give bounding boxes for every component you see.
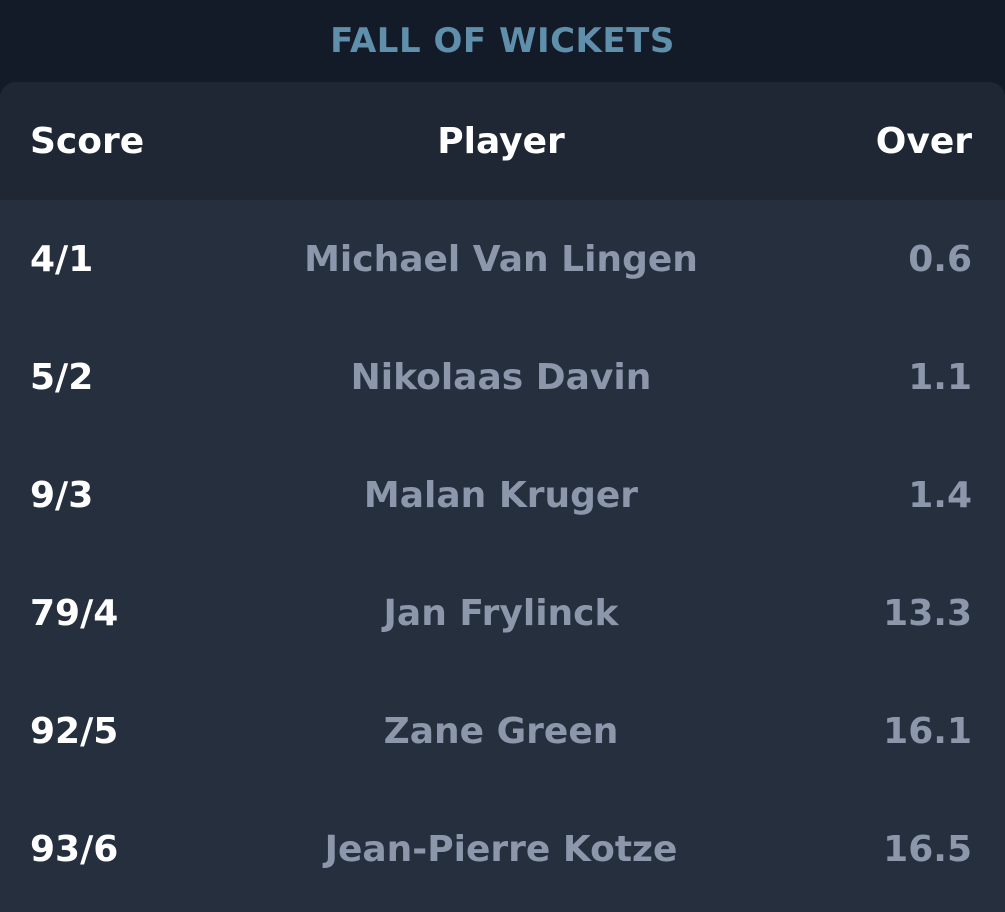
score-column-header: Score: [30, 120, 145, 162]
score-cell: 79/4: [30, 592, 119, 634]
player-cell: Jan Frylinck: [383, 592, 619, 634]
player-cell: Zane Green: [383, 710, 619, 752]
table-row: 4/1 Michael Van Lingen 0.6: [0, 200, 1005, 318]
over-cell: 13.3: [883, 592, 972, 634]
score-cell: 5/2: [30, 356, 94, 398]
player-cell: Michael Van Lingen: [304, 238, 698, 280]
player-cell: Jean-Pierre Kotze: [324, 828, 678, 870]
player-cell: Malan Kruger: [363, 474, 639, 516]
over-cell: 16.1: [883, 710, 972, 752]
over-cell: 0.6: [908, 238, 972, 280]
score-cell: 92/5: [30, 710, 119, 752]
over-cell: 16.5: [883, 828, 972, 870]
section-title: FALL OF WICKETS: [330, 21, 675, 61]
score-cell: 4/1: [30, 238, 94, 280]
player-cell: Nikolaas Davin: [350, 356, 652, 398]
over-column-header: Over: [875, 120, 972, 162]
table-row: 79/4 Jan Frylinck 13.3: [0, 554, 1005, 672]
player-column-header: Player: [437, 120, 565, 162]
table-row: 93/6 Jean-Pierre Kotze 16.5: [0, 790, 1005, 908]
table-row: 92/5 Zane Green 16.1: [0, 672, 1005, 790]
fall-of-wickets-table: Score Player Over 4/1 Michael Van Lingen…: [0, 82, 1005, 912]
over-cell: 1.1: [908, 356, 972, 398]
table-row: 9/3 Malan Kruger 1.4: [0, 436, 1005, 554]
table-header-row: Score Player Over: [0, 82, 1005, 200]
over-cell: 1.4: [908, 474, 972, 516]
score-cell: 9/3: [30, 474, 94, 516]
score-cell: 93/6: [30, 828, 119, 870]
table-row: 5/2 Nikolaas Davin 1.1: [0, 318, 1005, 436]
